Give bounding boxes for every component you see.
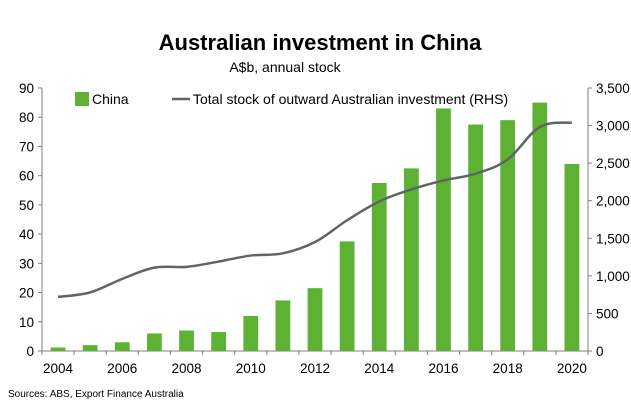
- legend: China Total stock of outward Australian …: [75, 91, 508, 107]
- x-tick-label: 2020: [557, 361, 587, 376]
- bar-china-2006: [114, 342, 130, 351]
- y-tick-right-label: 3,500: [596, 81, 630, 96]
- bar-china-2017: [468, 124, 483, 352]
- bar-china-2014: [371, 182, 387, 351]
- y-tick-right-label: 0: [596, 344, 604, 359]
- y-tick-left-label: 0: [26, 344, 34, 359]
- axes: 0 10 20 30 40 50 60 70 80 90 0 500 1,000 1,500 2,000 2,…: [19, 81, 630, 376]
- y-tick-right-label: 3,000: [596, 119, 630, 134]
- bar-china-2015: [403, 168, 419, 351]
- y-tick-left-label: 60: [19, 169, 34, 184]
- y-tick-left-label: 40: [19, 227, 34, 242]
- bar-china-2005: [82, 345, 98, 351]
- y-tick-right-label: 1,500: [596, 231, 630, 246]
- bar-china-2007: [147, 333, 162, 351]
- legend-label-total-stock: Total stock of outward Australian invest…: [193, 91, 508, 107]
- y-tick-left-label: 50: [19, 198, 34, 213]
- bar-china-2019: [532, 102, 548, 351]
- chart-subtitle: A$b, annual stock: [229, 59, 341, 75]
- bar-china-2010: [243, 315, 259, 351]
- y-tick-left-label: 10: [19, 315, 34, 330]
- x-tick-label: 2008: [172, 361, 202, 376]
- y-tick-left-label: 70: [19, 139, 34, 154]
- bar-china-2004: [50, 347, 66, 351]
- bar-china-2020: [564, 163, 580, 351]
- x-tick-label: 2016: [428, 361, 458, 376]
- bar-series-china: [50, 102, 580, 352]
- x-tick-label: 2018: [493, 361, 523, 376]
- y-tick-right-label: 2,500: [596, 156, 630, 171]
- y-tick-left-label: 90: [19, 81, 34, 96]
- bar-china-2018: [500, 120, 516, 352]
- bar-china-2011: [275, 300, 291, 351]
- y-tick-left-label: 30: [19, 256, 34, 271]
- bar-china-2013: [339, 241, 355, 351]
- y-tick-right-label: 500: [596, 306, 619, 321]
- x-tick-label: 2012: [300, 361, 330, 376]
- y-tick-left-label: 80: [19, 110, 34, 125]
- legend-label-china: China: [92, 91, 129, 107]
- bar-china-2008: [179, 330, 194, 351]
- bar-china-2012: [307, 288, 323, 351]
- line-total-stock-path: [57, 121, 573, 299]
- x-tick-label: 2014: [364, 361, 395, 376]
- y-tick-left-label: 20: [19, 286, 34, 301]
- y-tick-right-label: 1,000: [596, 269, 630, 284]
- bar-china-2016: [436, 108, 451, 351]
- x-tick-label: 2004: [43, 361, 74, 376]
- y-tick-right-label: 2,000: [596, 194, 630, 209]
- bar-china-2009: [211, 332, 227, 351]
- legend-swatch-china: [75, 92, 89, 106]
- x-tick-label: 2006: [107, 361, 137, 376]
- x-tick-label: 2010: [236, 361, 266, 376]
- line-series-total-stock: [57, 121, 573, 299]
- chart-title: Australian investment in China: [159, 30, 482, 55]
- source-note: Sources: ABS, Export Finance Australia: [8, 389, 184, 400]
